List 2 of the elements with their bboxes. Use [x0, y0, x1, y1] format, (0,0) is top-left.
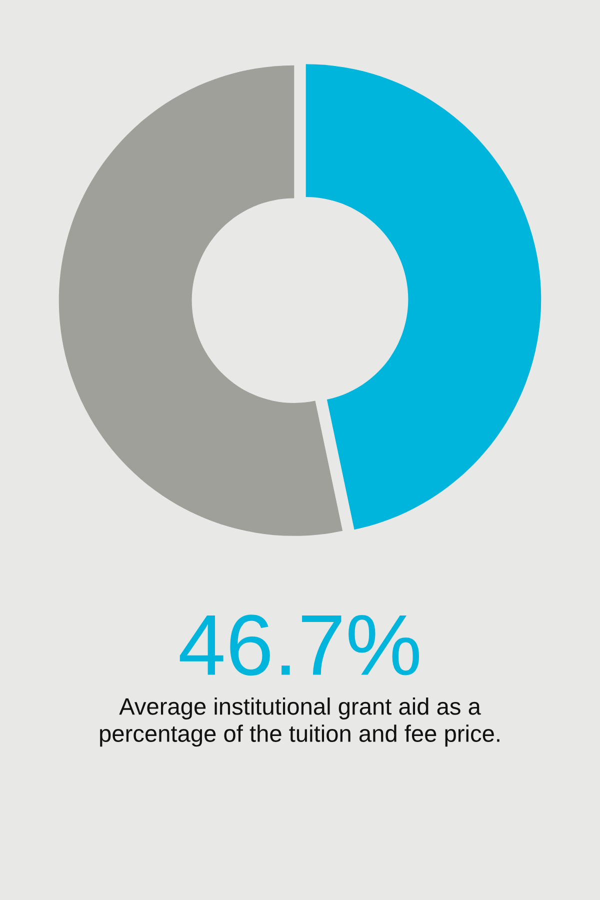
data-label: 46.7%	[180, 614, 420, 676]
text: Average institutional grant aid as a percentage of the tuition and fee price.	[100, 698, 500, 747]
